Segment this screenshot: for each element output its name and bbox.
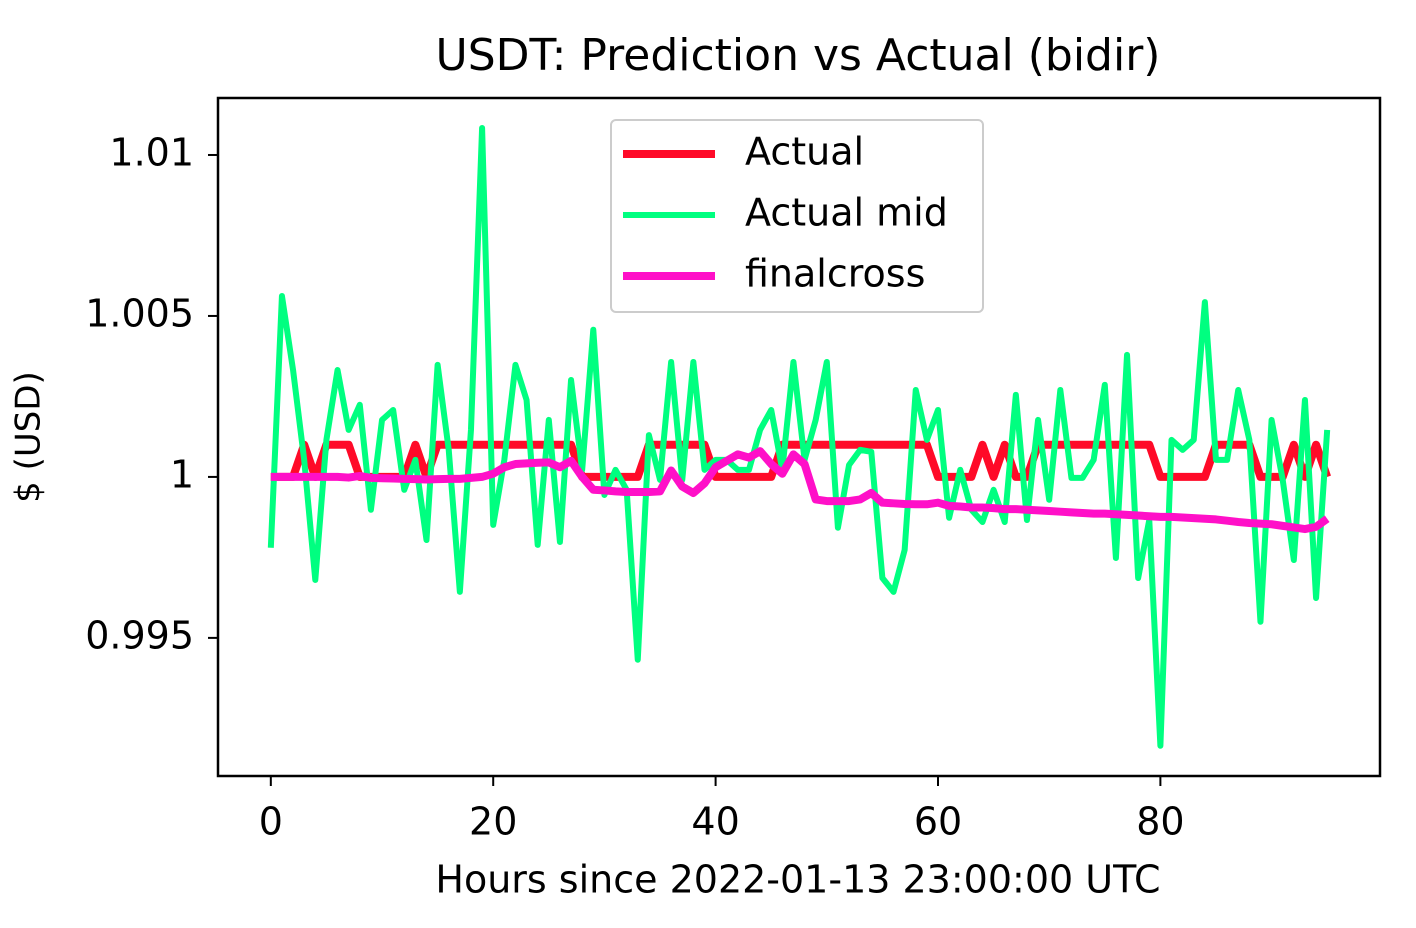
y-tick-label: 0.995	[85, 613, 194, 657]
legend-label: Actual mid	[745, 191, 948, 235]
series-line	[270, 447, 1330, 534]
y-axis-label: $ (USD)	[9, 371, 49, 503]
x-tick-label: 80	[1136, 800, 1184, 844]
y-tick-label: 1	[170, 452, 194, 496]
x-tick-label: 0	[259, 800, 283, 844]
chart-title: USDT: Prediction vs Actual (bidir)	[436, 30, 1161, 81]
y-tick-label: 1.01	[109, 130, 194, 174]
plot-frame	[216, 96, 1382, 778]
x-tick-label: 40	[691, 800, 739, 844]
legend-label: finalcross	[745, 252, 925, 296]
legend-box	[610, 119, 984, 313]
x-axis-label: Hours since 2022-01-13 23:00:00 UTC	[435, 858, 1160, 902]
x-tick-label: 20	[469, 800, 517, 844]
x-tick-label: 60	[914, 800, 962, 844]
legend-label: Actual	[745, 130, 864, 174]
y-tick-label: 1.005	[85, 291, 194, 335]
series-line	[267, 124, 1331, 749]
